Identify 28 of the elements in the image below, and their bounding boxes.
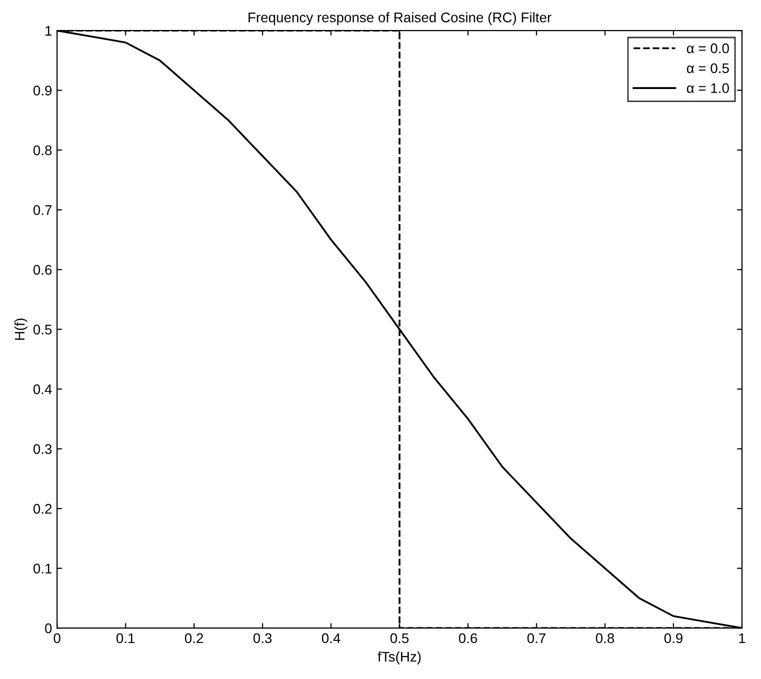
y-tick-label: 0.7 [33,205,52,215]
x-axis-title: fTs(Hz) [378,651,421,664]
y-tick-label: 0.1 [33,564,52,574]
y-tick-label: 0.9 [33,86,52,96]
x-tick-label: 0.2 [184,633,204,644]
x-tick-label: 0.7 [527,633,546,644]
x-tick-label: 0.4 [322,633,340,644]
text: α = 0.5 [686,63,729,74]
y-tick-label: 1 [46,26,52,36]
legend-label: α = 0.0 [686,43,729,54]
y-tick-label: 0.2 [33,504,52,514]
legend-label: α = 1.0 [686,83,729,94]
chart-title: Frequency response of Raised Cosine (RC) Filter [248,12,552,26]
x-tick-label: 0.5 [390,633,409,644]
y-tick-label: 0.6 [33,264,52,275]
x-tick-label: 0.9 [664,633,682,644]
x-tick-label: 0.8 [596,633,614,644]
x-tick-label: 0.1 [116,633,135,644]
x-tick-label: 1 [739,633,746,643]
y-axis-title: H(f) [14,318,28,340]
y-tick-label: 0.5 [33,324,52,334]
x-tick-label: 0 [54,633,60,644]
y-tick-label: 0 [45,623,52,634]
y-tick-label: 0.8 [33,145,52,156]
y-tick-label: 0.4 [33,384,52,394]
y-tick-label: 0.3 [33,444,52,454]
x-tick-label: 0.6 [458,633,478,644]
x-tick-label: 0.3 [253,633,272,644]
